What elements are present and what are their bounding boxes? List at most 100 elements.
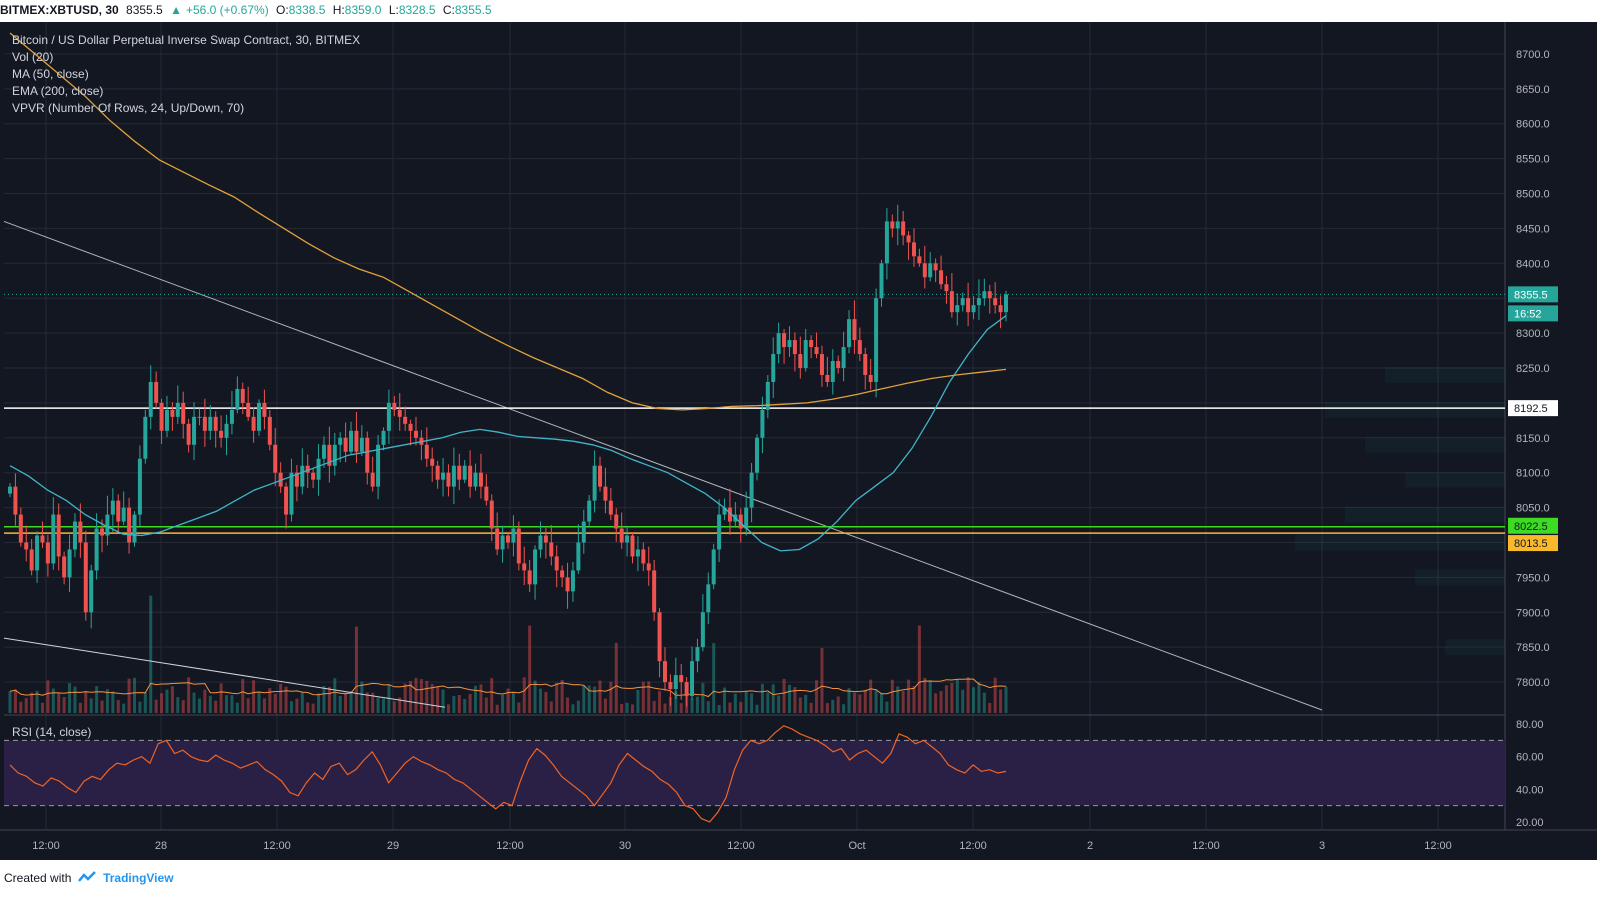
candle-body (365, 437, 370, 473)
volume-bar (317, 693, 321, 713)
candle-body (446, 472, 451, 487)
candle-body (760, 409, 765, 438)
last-price-badge: 8355.5 (1514, 289, 1548, 301)
candle (993, 282, 998, 314)
rsi-line (9, 725, 1007, 823)
price-tick-label: 7850.0 (1516, 642, 1550, 654)
change-arrow-icon: ▲ (170, 3, 182, 17)
time-tick-label: 12:00 (959, 840, 987, 852)
price-change: +56.0 (+0.67%) (185, 3, 269, 17)
vpvr-profile (1295, 366, 1505, 656)
candle-body (646, 563, 651, 571)
candle-body (922, 263, 927, 278)
candle (484, 474, 489, 506)
legend-ma: MA (50, close) (12, 67, 89, 81)
volume-bar (631, 704, 634, 713)
volume-bar (419, 679, 423, 713)
volume-bar (430, 684, 434, 713)
candle-body (570, 570, 575, 592)
volume-bar (30, 692, 34, 713)
volume-bar (262, 698, 266, 713)
candle (349, 421, 354, 456)
candle-body (148, 381, 153, 417)
candle-body (489, 500, 494, 529)
candle (976, 279, 981, 320)
candle-body (884, 221, 889, 264)
volume-bar (549, 701, 553, 713)
candle (901, 210, 906, 246)
volume-bar (939, 691, 943, 713)
open-value: 8338.5 (288, 3, 326, 17)
candle (695, 638, 700, 673)
candles[interactable] (8, 204, 1008, 707)
volume-bar (955, 679, 959, 713)
candle-body (8, 486, 12, 494)
volume-bar (51, 688, 55, 713)
volume-bar (392, 701, 396, 713)
candle (917, 248, 922, 267)
volume-bar (560, 679, 564, 713)
volume-bar (982, 692, 986, 713)
rsi-legend: RSI (14, close) (12, 725, 91, 739)
candle-body (911, 242, 916, 257)
symbol-title[interactable]: BITMEX:XBTUSD, 30 (0, 3, 119, 17)
candle (884, 208, 889, 280)
volume-bar (609, 681, 613, 713)
time-axis[interactable]: 12:00 28 12:00 29 12:00 30 12:00 Oct 12:00 2 12:00… (32, 840, 1452, 852)
volume-bar (138, 701, 142, 713)
candle-body (251, 416, 256, 431)
volume-bar (376, 697, 380, 713)
candle (78, 503, 83, 558)
candle-body (949, 291, 954, 313)
tradingview-brand[interactable]: TradingView (103, 871, 174, 885)
candle (635, 536, 640, 572)
horizontal-levels[interactable] (4, 293, 1505, 534)
chart-canvas[interactable]: 20.00 40.00 60.00 80.00 7800.0 7850.0 7900.0 7… (0, 22, 1597, 860)
candle-body (294, 472, 299, 487)
candle (895, 204, 900, 246)
candle-body (998, 305, 1003, 313)
candle (798, 336, 803, 379)
candle-body (944, 284, 949, 292)
candle-body (901, 221, 906, 236)
candle-body (971, 305, 976, 313)
candle-body (625, 535, 630, 543)
candle (819, 345, 824, 387)
volume-bar (750, 693, 754, 713)
vpvr-bar (1385, 366, 1505, 383)
candle (424, 427, 429, 468)
candle (657, 608, 662, 678)
volume-bar (544, 691, 548, 713)
level-badge-bg (1508, 517, 1558, 534)
rsi-pane[interactable]: 20.00 40.00 60.00 80.00 (4, 719, 1544, 829)
candle-body (321, 444, 326, 459)
candle-body (744, 507, 749, 529)
price-axis[interactable]: 7800.07850.07900.07950.08000.08050.08100… (1508, 49, 1558, 689)
candle-body (581, 521, 586, 543)
volume-bar (966, 677, 970, 713)
volume-bar (40, 702, 44, 713)
volume-bar (57, 693, 61, 713)
candle-body (354, 430, 359, 452)
price-tick-label: 8550.0 (1516, 154, 1550, 166)
candle (397, 393, 402, 431)
candle (381, 427, 386, 451)
candle (630, 532, 635, 564)
candle (29, 539, 34, 576)
candle-body (116, 500, 121, 522)
candle (706, 572, 711, 625)
volume-bar (398, 697, 402, 713)
trend-lines (3, 220, 1323, 711)
candle-body (159, 402, 164, 431)
candle (614, 508, 619, 542)
volume-bar (365, 692, 369, 713)
volume-bar (944, 685, 948, 713)
volume-bar (587, 685, 591, 713)
volume-bar (576, 700, 580, 713)
candle-body (879, 263, 884, 299)
volume-bar (555, 682, 559, 713)
candle (771, 337, 776, 399)
volume-bar (923, 677, 927, 713)
candle-body (181, 402, 186, 424)
candle (641, 542, 646, 572)
